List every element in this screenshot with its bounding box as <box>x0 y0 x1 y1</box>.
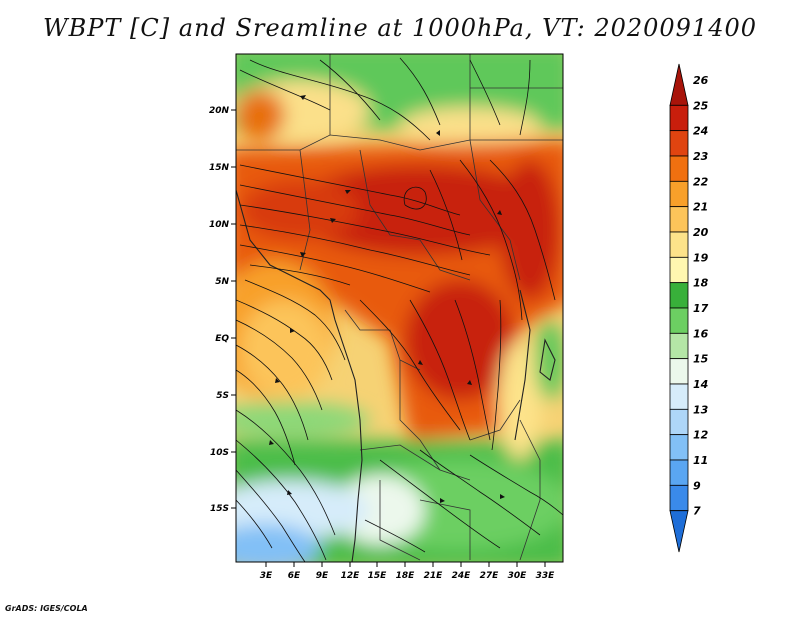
colorbar-swatch <box>669 63 689 106</box>
lat-tick-label: 5S <box>216 391 229 401</box>
lat-tick-label: 5N <box>215 277 229 287</box>
colorbar-swatch <box>669 282 689 309</box>
colorbar: 26 25 24 23 22 21 20 19 18 17 16 15 14 13 12 11 9 7 <box>669 63 709 553</box>
lon-tick-label: 9E <box>316 571 329 581</box>
lon-tick-label: 12E <box>341 571 361 581</box>
lon-tick-label: 3E <box>260 571 273 581</box>
lon-axis: 3E 6E 9E 12E 15E 18E 21E 24E 27E 30E 33E <box>260 562 555 581</box>
lon-tick-label: 33E <box>536 571 556 581</box>
colorbar-swatch <box>669 256 689 284</box>
map-title: WBPT [C] and Sreamline at 1000hPa, VT: 2… <box>42 14 758 42</box>
lat-tick-label: 20N <box>209 106 230 116</box>
colorbar-label: 21 <box>693 201 708 214</box>
colorbar-swatch <box>669 484 689 512</box>
lon-tick-label: 6E <box>288 571 301 581</box>
colorbar-swatch <box>669 434 689 461</box>
streamlines <box>236 57 563 562</box>
colorbar-swatch <box>669 180 689 208</box>
lon-tick-label: 27E <box>480 571 500 581</box>
lat-axis: 20N 15N 10N 5N EQ 5S 10S 15S <box>209 106 236 514</box>
colorbar-swatch <box>669 104 689 132</box>
colorbar-swatch <box>669 383 689 410</box>
colorbar-swatch <box>669 358 689 385</box>
coastline <box>236 189 556 562</box>
colorbar-label: 14 <box>693 378 708 391</box>
colorbar-swatch <box>669 408 689 436</box>
colorbar-swatch <box>669 206 689 233</box>
lat-tick-label: EQ <box>215 334 229 344</box>
colorbar-label: 26 <box>693 74 709 87</box>
plot-frame <box>235 53 564 563</box>
lon-tick-label: 24E <box>452 571 472 581</box>
colorbar-swatch <box>669 459 689 486</box>
colorbar-label: 11 <box>693 454 708 467</box>
colorbar-label: 12 <box>693 429 709 442</box>
colorbar-label: 16 <box>693 327 709 340</box>
colorbar-label: 25 <box>693 99 709 112</box>
colorbar-label: 15 <box>693 353 709 366</box>
colorbar-swatch <box>669 231 689 258</box>
credit-text: GrADS: IGES/COLA <box>5 604 88 613</box>
colorbar-label: 13 <box>693 403 709 416</box>
colorbar-label: 7 <box>693 505 701 518</box>
colorbar-label: 24 <box>693 125 708 138</box>
streamline-arrows <box>269 95 505 503</box>
colorbar-label: 22 <box>693 175 709 188</box>
colorbar-label: 9 <box>693 479 701 492</box>
lon-tick-label: 21E <box>424 571 444 581</box>
colorbar-swatch <box>669 307 689 334</box>
colorbar-swatch <box>669 130 689 157</box>
lat-tick-label: 15N <box>209 163 230 173</box>
colorbar-swatch <box>669 510 689 553</box>
lon-tick-label: 30E <box>508 571 528 581</box>
colorbar-label: 23 <box>693 150 709 163</box>
colorbar-label: 20 <box>693 226 709 239</box>
wbpt-field <box>236 54 563 562</box>
lat-tick-label: 10S <box>210 448 229 458</box>
lat-tick-label: 10N <box>209 220 230 230</box>
lat-tick-label: 15S <box>210 504 229 514</box>
lon-tick-label: 15E <box>368 571 388 581</box>
colorbar-label: 18 <box>693 277 709 290</box>
lon-tick-label: 18E <box>396 571 416 581</box>
colorbar-swatch <box>669 332 689 360</box>
colorbar-label: 17 <box>693 302 709 315</box>
colorbar-label: 19 <box>693 251 709 264</box>
colorbar-swatch <box>669 155 689 182</box>
